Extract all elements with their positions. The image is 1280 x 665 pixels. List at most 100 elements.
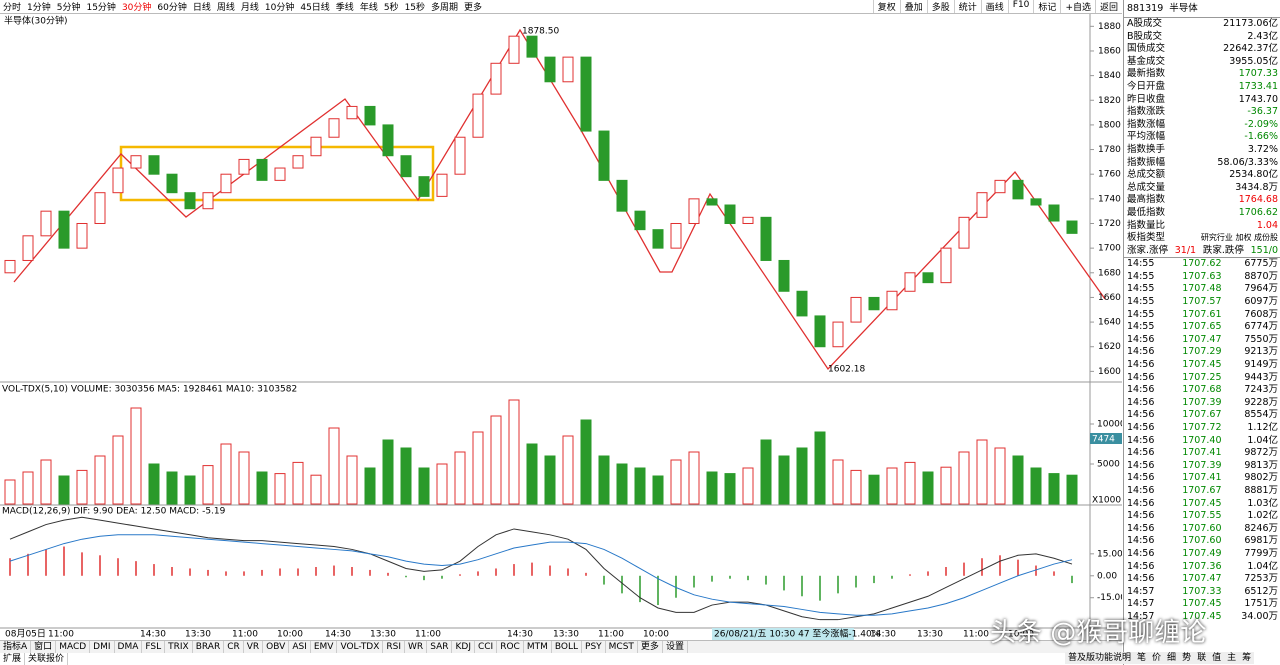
y-tick-label: -15.00 xyxy=(1097,593,1122,603)
y-tick-label: 15.00 xyxy=(1097,549,1122,559)
footer-button[interactable]: 笔 xyxy=(1137,653,1147,663)
footer-button[interactable]: 细 xyxy=(1167,653,1177,663)
tool-button[interactable]: 叠加 xyxy=(899,0,927,13)
period-tab[interactable]: 15分钟 xyxy=(86,3,116,13)
candle xyxy=(76,222,88,249)
period-tab[interactable]: 更多 xyxy=(464,3,483,13)
stat-label: 最新指数 xyxy=(1127,68,1166,80)
dif-line xyxy=(9,516,1073,621)
volume-bar xyxy=(742,467,754,505)
footer-button[interactable]: 值 xyxy=(1212,653,1222,663)
indicator-tab[interactable]: FSL xyxy=(142,641,166,653)
tool-button[interactable]: 画线 xyxy=(980,0,1008,13)
volume-bar xyxy=(454,451,466,505)
indicator-tab[interactable]: MACD xyxy=(56,641,91,653)
tool-button[interactable]: 标记 xyxy=(1033,0,1060,13)
tool-button[interactable]: 复权 xyxy=(872,0,900,13)
footer-button[interactable]: 主 xyxy=(1227,653,1237,663)
indicator-tab[interactable]: EMV xyxy=(311,641,338,653)
indicator-tab[interactable]: 指标A xyxy=(0,641,32,653)
indicator-tab[interactable]: 窗口 xyxy=(31,641,57,653)
tool-button[interactable]: F10 xyxy=(1007,0,1034,13)
period-tab[interactable]: 季线 xyxy=(335,3,354,13)
period-tab[interactable]: 多周期 xyxy=(431,3,459,13)
indicator-tab[interactable]: VR xyxy=(244,641,264,653)
bottom-tab[interactable]: 关联报价 xyxy=(25,653,69,665)
up-label: 涨家.涨停 xyxy=(1127,244,1169,256)
indicator-tab[interactable]: TRIX xyxy=(165,641,193,653)
volume-bar xyxy=(76,469,88,505)
indicator-tabs: 指标A 窗口 MACD DMI DMA FSL TRIX BRAR CR VR OBV ASI EMV V… xyxy=(0,640,1122,653)
stat-value: 3434.8万 xyxy=(1235,181,1278,193)
chart-title: 半导体(30分钟) xyxy=(4,15,67,27)
tick-row: 14:56 1707.25 9443万 xyxy=(1124,372,1280,385)
tool-button[interactable]: 统计 xyxy=(953,0,981,13)
volume-bar xyxy=(724,473,736,505)
period-tab[interactable]: 分时 xyxy=(3,3,22,13)
y-tick-label: 1820 xyxy=(1098,96,1121,106)
footer-button[interactable]: 联 xyxy=(1197,653,1207,663)
indicator-tab[interactable]: 更多 xyxy=(638,641,663,653)
footer-button[interactable]: 价 xyxy=(1152,653,1162,663)
tool-button[interactable]: +自选 xyxy=(1060,0,1095,13)
tick-price: 1707.49 xyxy=(1182,547,1222,559)
tick-row: 14:56 1707.47 7253万 xyxy=(1124,573,1280,586)
stat-row: 国债成交 22642.37亿 xyxy=(1124,43,1280,56)
board-row: 板指类型 研究行业 加权 成份股 xyxy=(1124,232,1280,245)
period-tab[interactable]: 45日线 xyxy=(300,3,330,13)
indicator-tab[interactable]: PSY xyxy=(582,641,606,653)
indicator-tab[interactable]: MTM xyxy=(524,641,552,653)
indicator-tab[interactable]: DMI xyxy=(90,641,115,653)
tick-time: 14:55 xyxy=(1127,296,1155,308)
indicator-tab[interactable]: OBV xyxy=(263,641,290,653)
indicator-tab[interactable]: ASI xyxy=(289,641,311,653)
footer-button[interactable]: 筹 xyxy=(1242,653,1252,663)
period-tab[interactable]: 15秒 xyxy=(404,3,426,13)
tool-button[interactable]: 返回 xyxy=(1094,0,1122,13)
period-tab[interactable]: 5秒 xyxy=(383,3,399,13)
tool-button[interactable]: 多股 xyxy=(926,0,954,13)
tick-time: 14:57 xyxy=(1127,598,1155,610)
period-tab[interactable]: 30分钟 xyxy=(121,3,152,13)
period-tab[interactable]: 5分钟 xyxy=(56,3,81,13)
period-tab[interactable]: 1分钟 xyxy=(27,3,51,13)
indicator-tab[interactable]: VOL-TDX xyxy=(337,641,384,653)
stat-label: 昨日收盘 xyxy=(1127,93,1166,105)
indicator-tab[interactable]: CCI xyxy=(475,641,498,653)
period-tab[interactable]: 年线 xyxy=(359,3,378,13)
candle xyxy=(58,210,70,249)
bottom-tab[interactable]: 扩展 xyxy=(0,653,26,665)
tick-price: 1707.68 xyxy=(1182,384,1222,396)
period-tab[interactable]: 月线 xyxy=(240,3,259,13)
indicator-tab[interactable]: SAR xyxy=(427,641,453,653)
period-tab[interactable]: 日线 xyxy=(192,3,211,13)
volume-bar xyxy=(814,431,826,505)
candle xyxy=(22,235,34,261)
period-tab[interactable]: 60分钟 xyxy=(157,3,187,13)
value: 研究行业 加权 成份股 xyxy=(1200,233,1278,243)
candle xyxy=(742,216,754,224)
indicator-tab[interactable]: CR xyxy=(224,641,244,653)
tick-time: 14:56 xyxy=(1127,396,1155,408)
candle xyxy=(940,247,952,284)
period-tab[interactable]: 10分钟 xyxy=(264,3,295,13)
y-tick-label: 1860 xyxy=(1098,46,1121,56)
tick-volume: 9802万 xyxy=(1244,472,1278,484)
indicator-tab[interactable]: 设置 xyxy=(663,641,688,653)
stat-value: 2.43亿 xyxy=(1247,30,1278,42)
tick-row: 14:56 1707.39 9813万 xyxy=(1124,460,1280,473)
indicator-tab[interactable]: BRAR xyxy=(193,641,225,653)
volume-bar xyxy=(1066,474,1078,505)
candle xyxy=(220,173,232,194)
indicator-tab[interactable]: WR xyxy=(405,641,428,653)
indicator-tab[interactable]: RSI xyxy=(383,641,406,653)
volume-bar xyxy=(616,463,628,505)
footer-button[interactable]: 势 xyxy=(1182,653,1192,663)
indicator-tab[interactable]: DMA xyxy=(115,641,143,653)
indicator-tab[interactable]: BOLL xyxy=(552,641,583,653)
period-tab[interactable]: 周线 xyxy=(216,3,235,13)
indicator-tab[interactable]: ROC xyxy=(497,641,524,653)
help[interactable]: 普及版功能说明 xyxy=(1068,653,1132,663)
indicator-tab[interactable]: KDJ xyxy=(452,641,475,653)
indicator-tab[interactable]: MCST xyxy=(606,641,638,653)
